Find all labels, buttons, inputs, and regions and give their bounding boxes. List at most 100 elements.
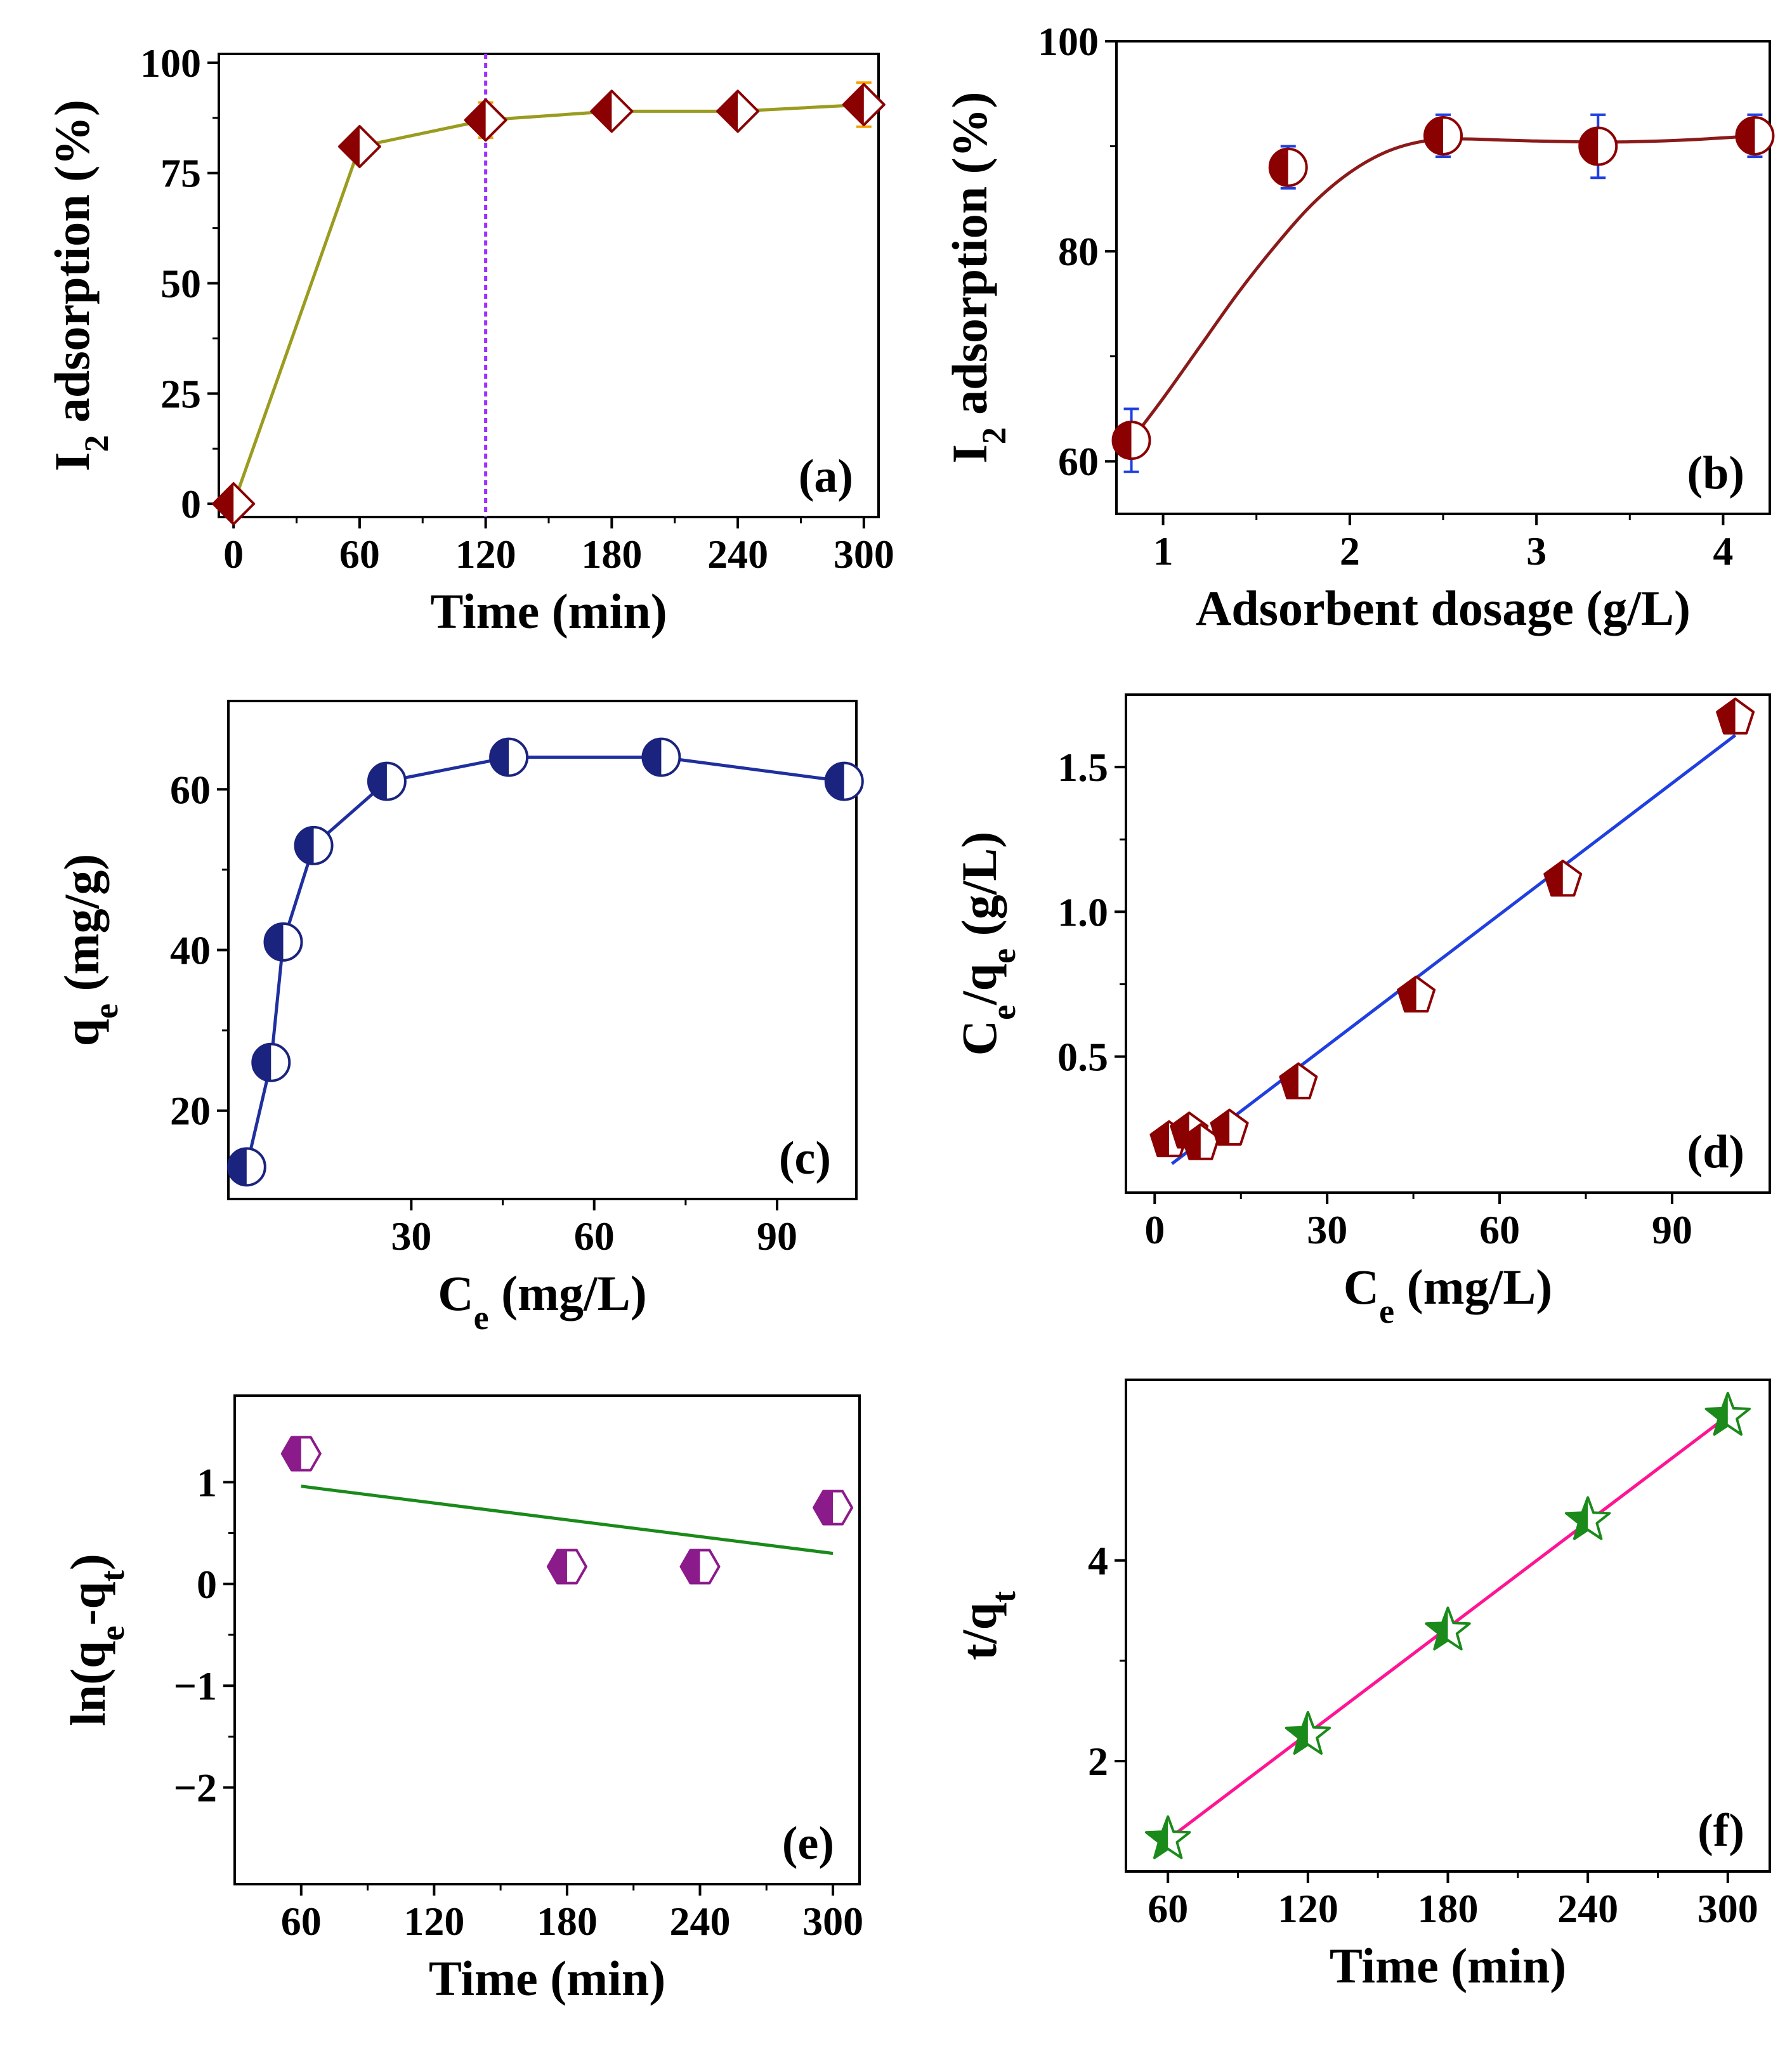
x-tick-label: 180 [1418, 1886, 1479, 1931]
axis-title-part: e [984, 1005, 1023, 1020]
axis-title-part: e [1379, 1292, 1394, 1330]
x-tick-label: 30 [1307, 1207, 1347, 1252]
y-axis-title: I2 adsorption (%) [44, 100, 115, 471]
panel-a: 0 60 120 180 240 300 0 25 50 75 100 Time (min) I2 ad… [44, 41, 894, 639]
marker-fill [339, 126, 360, 167]
x-tick-label: 2 [1340, 528, 1360, 573]
marker-fill [228, 1148, 247, 1186]
marker-fill [1426, 1608, 1448, 1649]
x-tick-label: 4 [1713, 528, 1733, 573]
data-point [1425, 1606, 1471, 1651]
data-point [464, 98, 507, 142]
data-point [1144, 1815, 1191, 1859]
y-axis-title: Ce/qe (g/L) [952, 832, 1023, 1056]
y-tick-label: 1.0 [1057, 889, 1108, 934]
x-tick-label: 120 [1278, 1886, 1338, 1931]
axis-title-part: Time (min) [429, 1951, 665, 2006]
x-tick-label: 30 [391, 1214, 431, 1259]
data-point [641, 737, 681, 777]
marker-fill [547, 1550, 567, 1583]
x-tick-label: 240 [1557, 1886, 1618, 1931]
data-point [1704, 1391, 1751, 1436]
marker-fill [1269, 148, 1288, 186]
axis-title-part: Adsorbent dosage (g/L) [1196, 580, 1691, 636]
x-axis-title: Time (min) [1330, 1938, 1566, 1993]
y-tick-label: 60 [1058, 439, 1099, 484]
y-tick-label: 1.5 [1057, 745, 1108, 790]
data-point [1181, 1123, 1220, 1160]
data-point [813, 1490, 854, 1526]
marker-fill [843, 84, 864, 125]
axis-title-part: (mg/L) [1394, 1259, 1552, 1314]
data-point [1279, 1062, 1318, 1099]
data-point [546, 1549, 587, 1585]
marker-fill [1706, 1392, 1728, 1435]
marker-fill [1398, 976, 1416, 1011]
x-tick-label: 60 [1148, 1886, 1188, 1931]
data-point [1111, 421, 1151, 461]
y-tick-label: 60 [170, 767, 211, 812]
panel-label: (a) [799, 450, 853, 502]
axis-title-part: C [952, 1020, 1007, 1056]
marker-fill [643, 738, 662, 776]
y-tick-label: 2 [1088, 1739, 1108, 1784]
marker-fill [1425, 117, 1443, 154]
data-point [824, 761, 864, 801]
plot-frame [227, 700, 858, 1200]
marker-fill [1566, 1497, 1588, 1539]
marker-fill [681, 1550, 700, 1583]
axis-title-part: -q [60, 1582, 115, 1625]
axis-title-part: (g/L) [952, 832, 1007, 948]
x-axis-title: Time (min) [429, 1951, 665, 2006]
axis-title-part: ) [60, 1554, 115, 1570]
marker-fill [1146, 1816, 1168, 1858]
axis-title-part: 2 [975, 427, 1013, 444]
axis-title-part: e [984, 948, 1023, 964]
marker-fill [814, 1491, 834, 1524]
y-tick-label: 100 [1038, 19, 1099, 64]
y-tick-label: 100 [140, 41, 201, 86]
axis-title-part: I [44, 452, 100, 471]
x-tick-label: 0 [1144, 1207, 1165, 1252]
y-tick-label: 25 [160, 371, 201, 416]
axis-title-part: C [1344, 1259, 1379, 1314]
axis-title-part: ln(q [60, 1641, 115, 1726]
marker-fill [252, 1044, 271, 1081]
data-point [251, 1042, 291, 1082]
marker-fill [717, 91, 738, 132]
fit-line [1130, 134, 1755, 442]
y-axis-title: ln(qe-qt) [60, 1554, 131, 1726]
x-tick-label: 90 [757, 1214, 797, 1259]
data-point [489, 737, 529, 777]
axis-title-part: (mg/L) [489, 1266, 647, 1321]
data-point [280, 1436, 322, 1472]
marker-fill [1113, 422, 1132, 459]
data-point [842, 82, 886, 126]
series-line [245, 756, 845, 1167]
data-point [337, 125, 381, 168]
axis-title-part: Time (min) [1330, 1938, 1566, 1993]
y-tick-label: 20 [170, 1089, 211, 1134]
marker-fill [1286, 1712, 1308, 1753]
x-tick-label: 240 [670, 1899, 731, 1944]
x-tick-label: 60 [339, 532, 380, 577]
marker-fill [1280, 1063, 1298, 1098]
marker-fill [265, 923, 284, 960]
panel-f: 60 120 180 240 300 2 4 Time (min) t/qt (f) [952, 1379, 1771, 1993]
data-point [590, 89, 634, 133]
data-point [263, 922, 303, 962]
x-axis-title: Ce (mg/L) [1344, 1259, 1552, 1330]
data-point [1543, 860, 1583, 897]
axis-title-part: t/q [952, 1602, 1007, 1660]
axis-title-part: I [942, 444, 997, 463]
marker-fill [490, 738, 509, 776]
data-point [1397, 975, 1436, 1012]
data-point [1423, 116, 1463, 155]
x-tick-label: 60 [574, 1214, 615, 1259]
series-line [232, 103, 864, 504]
marker-fill [1717, 698, 1736, 733]
y-tick-label: 75 [160, 151, 201, 196]
axis-title-part: adsorption (%) [44, 100, 100, 435]
